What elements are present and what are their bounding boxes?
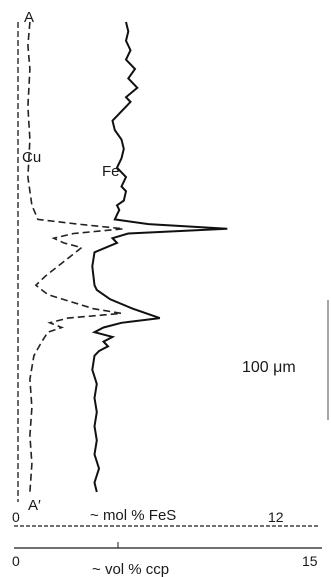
- axis-vol-ccp-label: ~ vol % ccp: [92, 561, 169, 577]
- profile-start-label: A: [24, 9, 34, 26]
- axis-mol-fes-label-text: mol % FeS: [103, 507, 176, 524]
- series-label-fe: Fe: [102, 163, 120, 180]
- axis-vol-ccp-tick-0: 0: [12, 553, 20, 569]
- axis-vol-ccp-tilde: ~: [92, 561, 105, 577]
- axis-mol-fes-tick-0: 0: [12, 509, 20, 525]
- series-label-cu: Cu: [22, 149, 41, 166]
- profile-end-label: A′: [28, 497, 41, 514]
- axis-vol-ccp-label-text: vol % ccp: [105, 561, 169, 577]
- scale-bar-label: 100 μm: [242, 359, 296, 376]
- axis-mol-fes-label: ~ mol % FeS: [90, 507, 176, 524]
- axis-mol-fes-tick-12: 12: [268, 509, 284, 525]
- cu-profile-line: [27, 21, 124, 493]
- fe-profile-line: [91, 21, 228, 493]
- axis-mol-fes-tilde: ~: [90, 507, 103, 524]
- axis-vol-ccp-tick-15: 15: [302, 553, 318, 569]
